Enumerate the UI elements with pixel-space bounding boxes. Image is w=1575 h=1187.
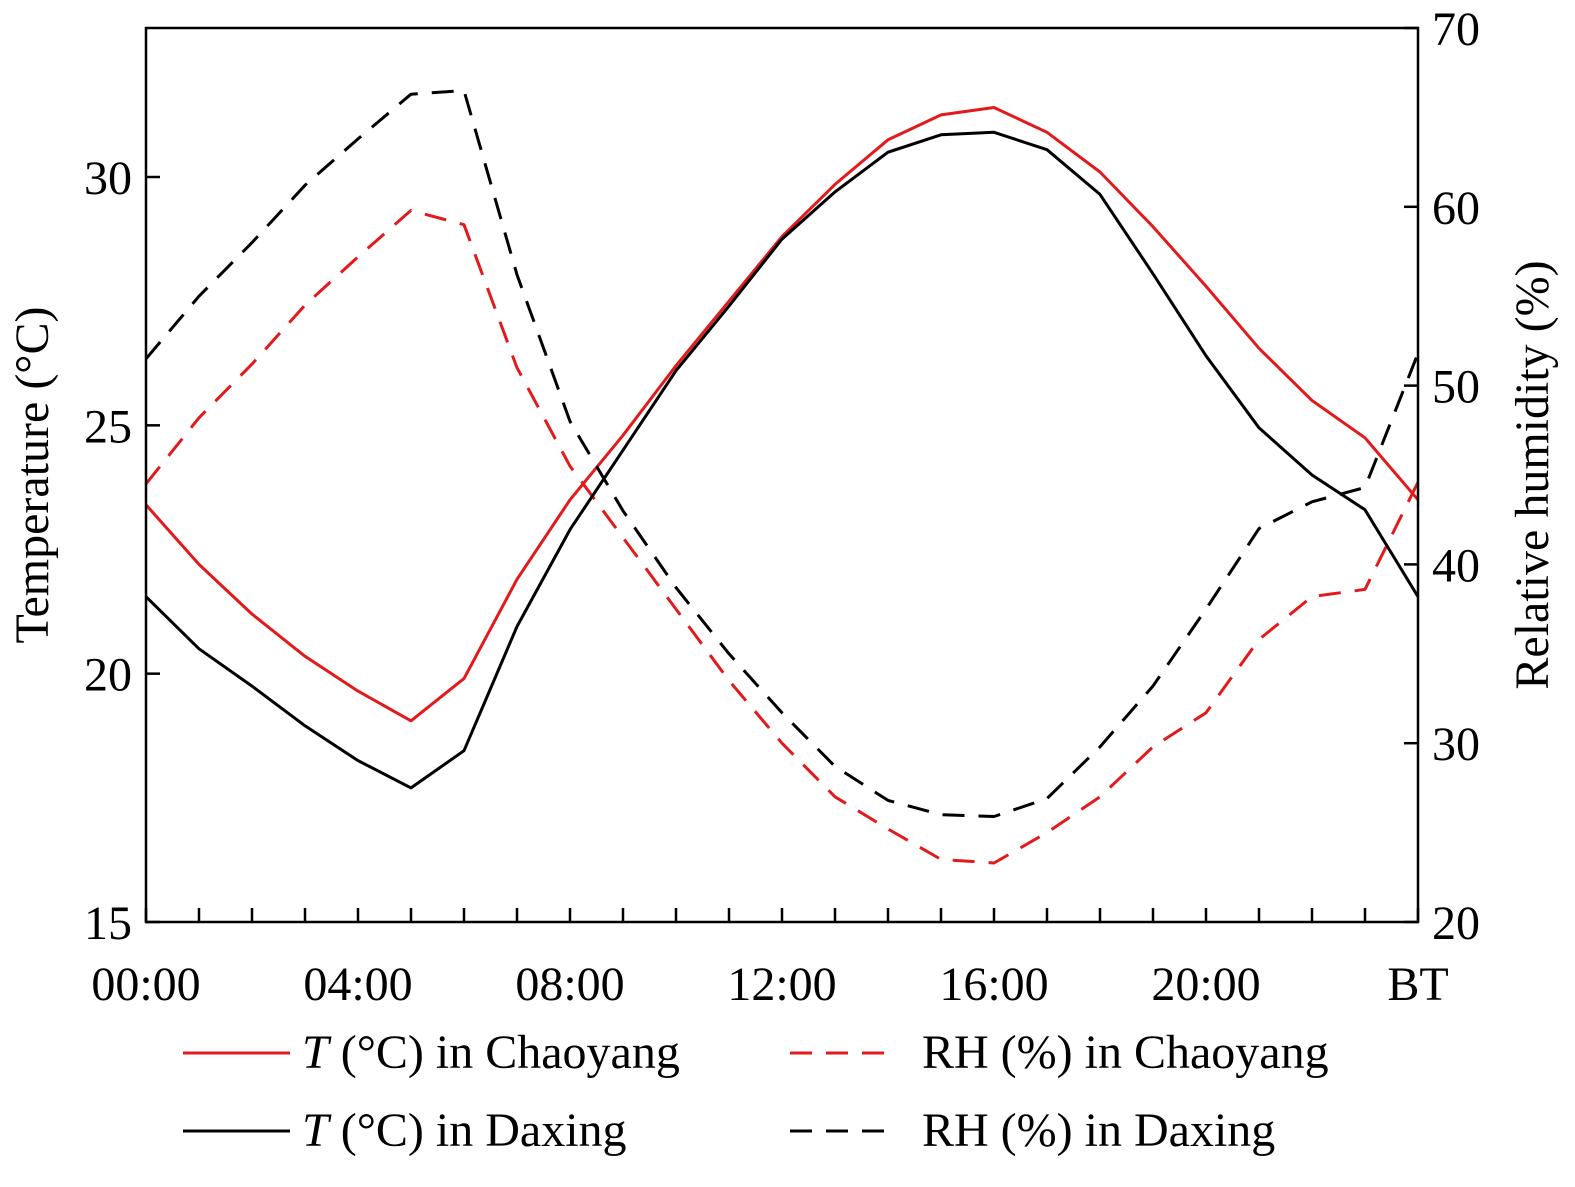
right-tick-label: 70 <box>1432 3 1480 56</box>
x-tick-label: 00:00 <box>91 958 200 1011</box>
series-line-3 <box>144 130 1420 790</box>
x-axis-ticks: 00:00 04:00 08:00 12:00 16:00 20:00 BT <box>91 908 1449 1011</box>
legend-label-3: T (°C) in Daxing <box>302 1104 627 1157</box>
left-axis-ticks: 15 20 25 30 <box>84 152 160 950</box>
legend-label-1: T (°C) in Chaoyang <box>302 1026 680 1079</box>
right-tick-label: 50 <box>1432 361 1480 414</box>
right-tick-label: 60 <box>1432 182 1480 235</box>
right-axis-title: Relative humidity (%) <box>1506 260 1559 689</box>
left-tick-label: 15 <box>84 897 132 950</box>
legend-label-2: RH (%) in Chaoyang <box>922 1026 1329 1079</box>
plot-lines <box>144 89 1420 865</box>
plot-frame <box>144 26 1420 924</box>
right-tick-label: 30 <box>1432 718 1480 771</box>
x-tick-label: 04:00 <box>303 958 412 1011</box>
x-tick-label: 20:00 <box>1151 958 1260 1011</box>
legend: T (°C) in Chaoyang RH (%) in Chaoyang T (°… <box>183 1026 1329 1157</box>
left-tick-label: 30 <box>84 152 132 205</box>
x-tick-label: 16:00 <box>939 958 1048 1011</box>
right-axis-ticks: 20 30 40 50 60 70 <box>1404 3 1480 950</box>
series-line-2 <box>144 208 1420 865</box>
left-axis-title: Temperature (°C) <box>6 306 59 643</box>
series-line-1 <box>144 106 1420 723</box>
x-tick-label: BT <box>1387 958 1448 1011</box>
right-tick-label: 20 <box>1432 897 1480 950</box>
right-tick-label: 40 <box>1432 539 1480 592</box>
x-tick-label: 08:00 <box>515 958 624 1011</box>
left-tick-label: 25 <box>84 400 132 453</box>
left-tick-label: 20 <box>84 649 132 702</box>
series-line-4 <box>144 89 1420 818</box>
legend-label-4: RH (%) in Daxing <box>922 1104 1275 1157</box>
x-tick-label: 12:00 <box>727 958 836 1011</box>
